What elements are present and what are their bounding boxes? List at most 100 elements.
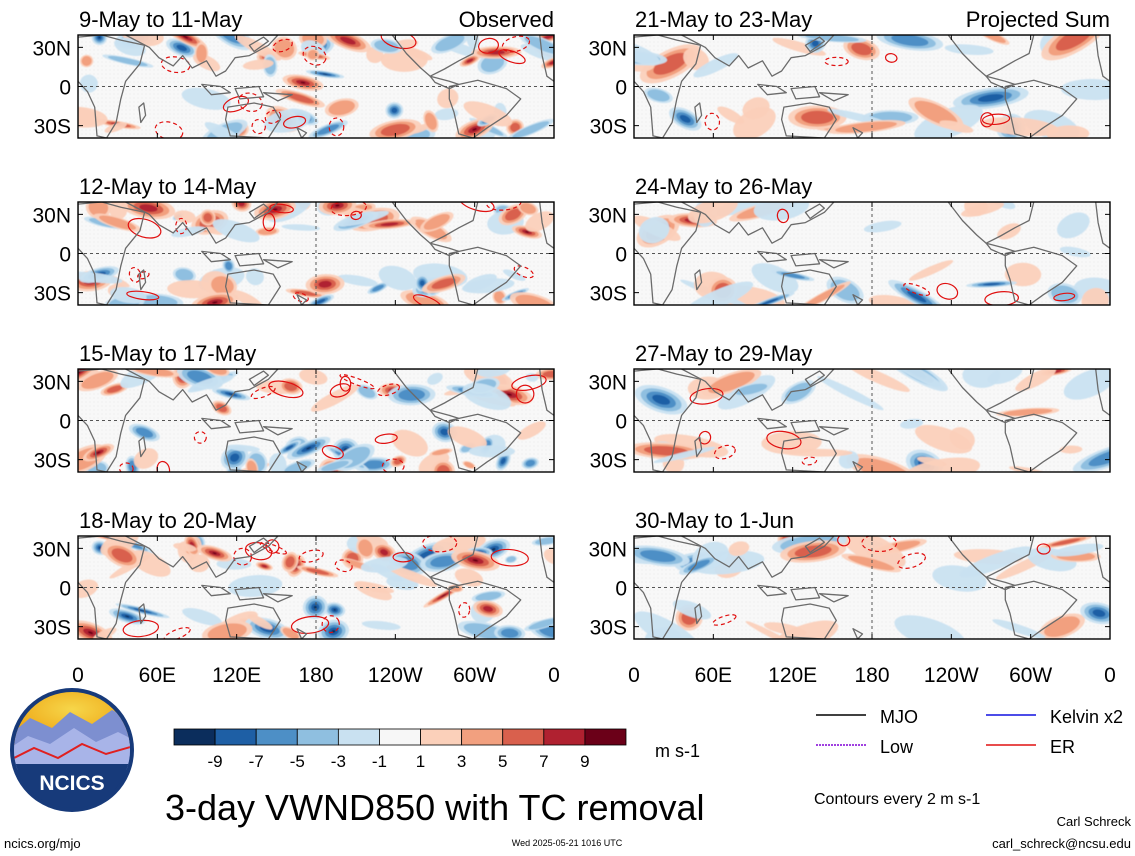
x-tick-label: 60E (695, 664, 732, 687)
er-contour (350, 210, 362, 221)
er-contour (298, 549, 324, 563)
er-contour (321, 445, 344, 460)
x-tick-label: 0 (72, 664, 84, 687)
map-panel: 24-May to 26-May (633, 174, 1111, 306)
y-tick-label: 0 (59, 578, 71, 601)
er-contour (302, 45, 327, 66)
y-tick-label: 30N (588, 37, 627, 60)
panel-date-label: 15-May to 17-May (79, 341, 256, 366)
er-contour (776, 208, 790, 224)
coastlines (78, 536, 554, 639)
map-panel: 15-May to 17-May (77, 341, 555, 473)
coastlines (78, 202, 554, 305)
footer-email: carl_schreck@ncsu.edu (992, 836, 1131, 851)
x-tick-label: 0 (628, 664, 640, 687)
ncics-logo: NCICS (10, 688, 134, 812)
map-panel: 30-May to 1-Jun (633, 508, 1111, 640)
colorbar-label: -7 (249, 752, 264, 771)
er-contour (137, 271, 150, 280)
er-contour (392, 552, 414, 563)
colorbar-swatch (337, 728, 380, 746)
er-contour (259, 541, 287, 555)
er-contour (290, 615, 330, 635)
coastlines (634, 536, 1110, 639)
er-contour (884, 53, 898, 63)
colorbar-label: 9 (580, 752, 589, 771)
coastlines (634, 35, 1110, 138)
footer-author: Carl Schreck (1057, 814, 1132, 829)
er-contour (222, 95, 250, 113)
er-contour (513, 265, 535, 279)
x-tick-label: 60W (1009, 664, 1052, 687)
colorbar-label: -1 (372, 752, 387, 771)
er-contour (837, 536, 851, 547)
er-contour (903, 282, 931, 297)
colorbar: -9 -7 -5 -3 -1 1 3 5 7 9 (173, 728, 627, 771)
er-contour (237, 92, 263, 113)
map-panel: 12-May to 14-May (77, 174, 555, 306)
er-contour (374, 433, 398, 444)
panel-date-label: 21-May to 23-May (635, 7, 812, 32)
y-tick-label: 0 (615, 77, 627, 100)
er-contour (233, 547, 253, 566)
colorbar-label: -3 (331, 752, 346, 771)
er-contour (1053, 292, 1076, 302)
er-contour (160, 56, 191, 74)
legend-label: Low (880, 737, 914, 757)
legend-label: Kelvin x2 (1050, 707, 1123, 727)
panel-date-label: 27-May to 29-May (635, 341, 812, 366)
coastlines (634, 369, 1110, 472)
y-tick-label: 30N (32, 204, 71, 227)
er-contour (127, 217, 162, 239)
x-tick-label: 120W (924, 664, 979, 687)
anomaly-field (78, 202, 554, 305)
contour-note: Contours every 2 m s-1 (814, 791, 980, 808)
y-tick-label: 30S (34, 617, 71, 640)
er-contour (422, 536, 458, 553)
colorbar-swatch (379, 728, 421, 746)
y-tick-label: 30S (590, 283, 627, 306)
colorbar-swatch (502, 728, 545, 746)
legend: MJO Kelvin x2 Low ER (816, 707, 1123, 757)
map-panel: 9-May to 11-May Observed (77, 7, 555, 139)
y-tick-label: 30S (590, 116, 627, 139)
er-contour (936, 282, 959, 300)
er-contour (861, 536, 898, 553)
column-label: Projected Sum (966, 7, 1110, 32)
y-tick-label: 30S (34, 450, 71, 473)
panel-date-label: 18-May to 20-May (79, 508, 256, 533)
er-contour (321, 615, 340, 634)
er-contour (498, 49, 526, 65)
er-contour (376, 383, 400, 397)
er-contour (458, 202, 495, 213)
er-contour (689, 387, 724, 405)
er-contour (381, 458, 405, 472)
panel-date-label: 24-May to 26-May (635, 174, 812, 199)
logo-text: NCICS (39, 772, 104, 795)
y-tick-label: 0 (615, 244, 627, 267)
er-contour (478, 37, 499, 54)
er-contour (980, 112, 995, 128)
x-tick-label: 0 (548, 664, 560, 687)
column-label: Observed (459, 7, 554, 32)
x-tick-label: 60W (453, 664, 496, 687)
x-tick-label: 180 (298, 664, 333, 687)
x-tick-label: 120E (768, 664, 817, 687)
er-contour (262, 212, 276, 232)
x-tick-label: 60E (139, 664, 176, 687)
map-panel: 18-May to 20-May (77, 508, 555, 640)
er-contour (801, 456, 818, 466)
colorbar-swatch (255, 728, 298, 746)
legend-label: ER (1050, 737, 1075, 757)
er-contour (269, 203, 294, 214)
er-contour (984, 291, 1020, 305)
footer-url: ncics.org/mjo (4, 836, 81, 851)
er-contour (334, 559, 353, 573)
er-contour (265, 539, 280, 554)
x-tick-label: 180 (854, 664, 889, 687)
colorbar-label: -5 (290, 752, 305, 771)
anomaly-field (78, 536, 554, 639)
er-contour (981, 113, 1011, 126)
er-contour (330, 202, 367, 217)
panel-date-label: 12-May to 14-May (79, 174, 256, 199)
